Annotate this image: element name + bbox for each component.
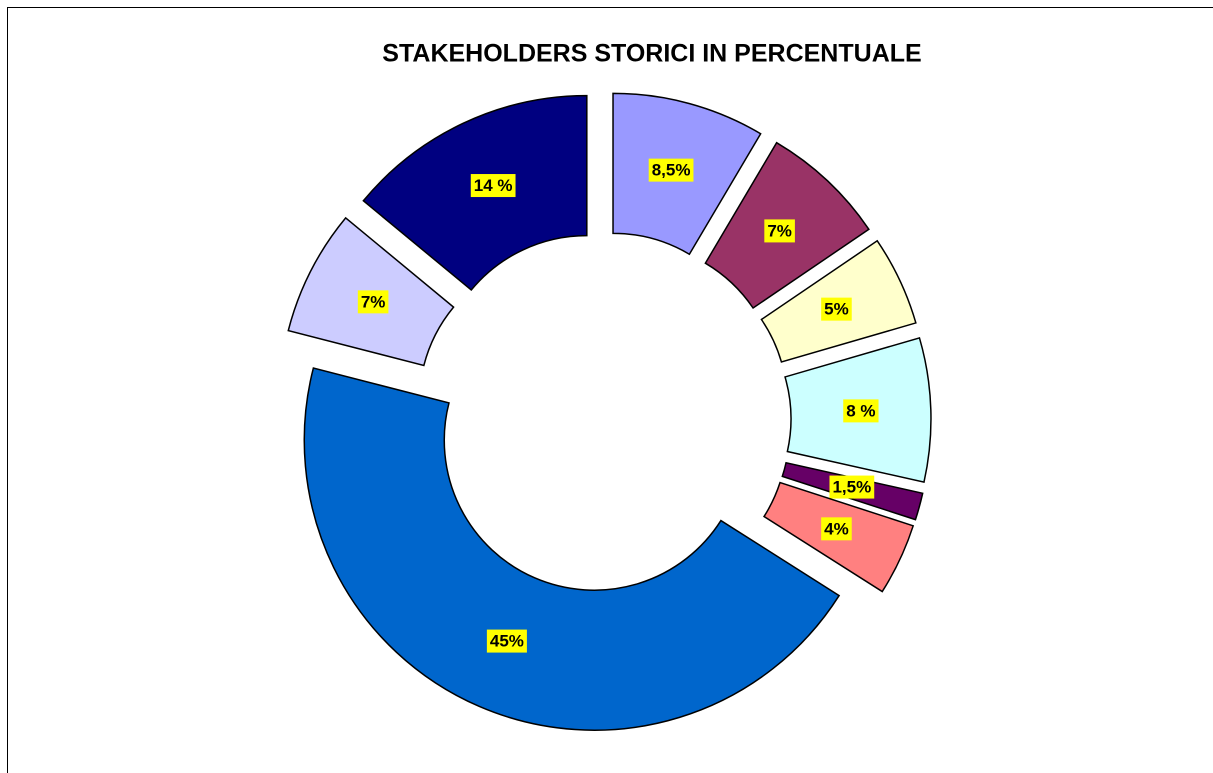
data-label: 8,5% — [652, 161, 691, 180]
label-background — [764, 219, 795, 243]
data-label: 45% — [490, 632, 524, 651]
label-background — [648, 158, 694, 182]
label-background — [357, 290, 389, 314]
data-label: 5% — [824, 300, 849, 319]
data-label: 4% — [824, 519, 849, 538]
label-background — [486, 629, 527, 653]
label-background — [821, 297, 852, 321]
donut-slice — [303, 367, 841, 731]
label-background — [821, 517, 852, 541]
label-background — [843, 399, 879, 423]
data-label: 1,5% — [832, 478, 871, 497]
data-label: 14 % — [474, 176, 513, 195]
label-background — [829, 475, 875, 499]
chart-title: STAKEHOLDERS STORICI IN PERCENTUALE — [382, 40, 921, 68]
data-label: 7% — [361, 292, 386, 311]
data-label: 8 % — [846, 401, 875, 420]
label-background — [470, 174, 516, 198]
data-label: 7% — [767, 221, 792, 240]
